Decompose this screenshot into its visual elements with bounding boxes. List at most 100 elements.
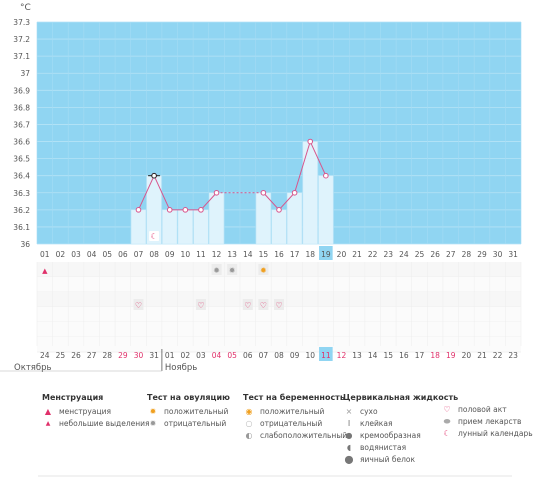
gray-sun-icon: ✹ — [213, 266, 220, 275]
day-label: 15 — [259, 250, 269, 259]
temp-bar — [130, 209, 147, 245]
bottom-date: 29 — [118, 351, 128, 360]
drop-icon: ▲ — [42, 267, 48, 275]
bottom-date: 10 — [305, 351, 315, 360]
legend-item: сухо — [360, 407, 378, 416]
day-label: 28 — [462, 250, 472, 259]
temp-bar — [177, 209, 193, 245]
y-tick-label: 37 — [20, 69, 30, 78]
bottom-date: 01 — [165, 351, 175, 360]
temp-line — [200, 192, 217, 211]
bottom-date: 20 — [462, 351, 472, 360]
bottom-date: 02 — [181, 351, 191, 360]
ovulation-bg — [211, 264, 222, 275]
bottom-date: 15 — [384, 351, 394, 360]
legend-item: положительный — [164, 407, 229, 416]
legend-pregnancy-title: Тест на беременность — [243, 393, 345, 402]
day-label: 31 — [508, 250, 518, 259]
temp-point — [213, 189, 220, 196]
month-label-left: Октябрь — [14, 363, 52, 373]
day-label: 27 — [446, 250, 456, 259]
day-label: 29 — [477, 250, 487, 259]
bottom-date: 07 — [259, 351, 269, 360]
gray-sun-icon: ✹ — [229, 266, 236, 275]
temp-point — [166, 207, 173, 213]
day-label: 01 — [40, 250, 50, 259]
bottom-date: 23 — [508, 351, 518, 360]
legend-item: клейкая — [360, 419, 393, 428]
heart-icon: ♡ — [443, 405, 451, 414]
unit-label: °C — [20, 3, 31, 13]
bottom-date: 30 — [134, 351, 144, 360]
y-tick-label: 36 — [20, 240, 30, 249]
temp-line — [153, 175, 171, 211]
bottom-date: 21 — [477, 351, 487, 360]
temp-point — [323, 172, 329, 179]
intercourse-bg — [258, 299, 269, 310]
legend-item: лунный календарь — [458, 429, 533, 438]
legend-item: половой акт — [458, 405, 507, 414]
bottom-date: 06 — [243, 351, 253, 360]
legend-ovulation: Тест на овуляцию ✹ положительный ✹ отрицат… — [147, 392, 230, 430]
sun-icon: ✹ — [149, 407, 157, 416]
temp-line — [278, 192, 295, 211]
heart-icon: ♡ — [135, 301, 142, 310]
bottom-date: 24 — [40, 351, 50, 360]
heart-icon: ♡ — [244, 301, 251, 310]
day-label: 18 — [305, 250, 315, 259]
ovulation-bg — [227, 264, 238, 275]
intercourse-bg — [133, 299, 144, 310]
legend-item: яичный белок — [360, 455, 416, 464]
day-label: 13 — [227, 250, 237, 259]
y-tick-label: 36.1 — [13, 223, 30, 232]
bottom-date: 31 — [149, 351, 159, 360]
y-tick-label: 36.5 — [13, 155, 30, 164]
month-label-right: Ноябрь — [165, 363, 197, 373]
marker-row — [37, 277, 521, 292]
temp-point — [260, 189, 267, 196]
bottom-date: 17 — [415, 351, 425, 360]
day-label: 12 — [212, 250, 222, 259]
y-tick-label: 37.3 — [13, 18, 30, 27]
intercourse-bg — [274, 299, 284, 310]
heart-icon: ♡ — [275, 301, 282, 310]
legend-pregnancy: Тест на беременность ◉ положительный ○ отр… — [243, 392, 347, 442]
day-label: 10 — [181, 250, 191, 259]
egg-white-icon: ⬤ — [344, 455, 354, 464]
y-tick-label: 37.2 — [13, 35, 30, 44]
legend-menstruation: Менструация ▲ менструация ▲ небольшие выде… — [42, 392, 150, 430]
temp-line — [263, 192, 280, 211]
lunar-marker-bg — [149, 231, 160, 241]
day-label: 09 — [165, 250, 175, 259]
day-label: 17 — [290, 250, 300, 259]
legend-item: менструация — [59, 407, 111, 416]
bottom-date: 09 — [290, 351, 300, 360]
day-label: 03 — [71, 250, 81, 259]
heart-icon: ♡ — [197, 301, 204, 310]
legend-item: кремообразная — [360, 431, 421, 440]
pill-icon: ⬬ — [443, 417, 451, 426]
temp-point-highlight — [151, 172, 157, 179]
bottom-date: 16 — [399, 351, 409, 360]
y-tick-label: 36.7 — [13, 120, 30, 129]
day-label: 20 — [337, 250, 347, 259]
day-label: 21 — [352, 250, 362, 259]
sun-icon: ✹ — [260, 266, 267, 275]
temp-point — [307, 138, 314, 145]
bottom-date: 14 — [368, 351, 378, 360]
y-tick-label: 36.4 — [13, 172, 30, 181]
bottom-selected-highlight — [319, 347, 333, 361]
legend-item: отрицательный — [260, 419, 323, 428]
intercourse-bg — [195, 299, 206, 310]
bottom-date: 18 — [430, 351, 440, 360]
legend-item: небольшие выделения — [59, 419, 150, 428]
day-label: 02 — [56, 250, 66, 259]
legend-item: водянистая — [360, 443, 407, 452]
bottom-date: 25 — [56, 351, 66, 360]
day-label: 08 — [149, 250, 159, 259]
day-label: 04 — [87, 250, 97, 259]
temp-bar — [287, 192, 303, 245]
temp-bar — [318, 175, 334, 245]
temp-bar — [193, 209, 209, 245]
